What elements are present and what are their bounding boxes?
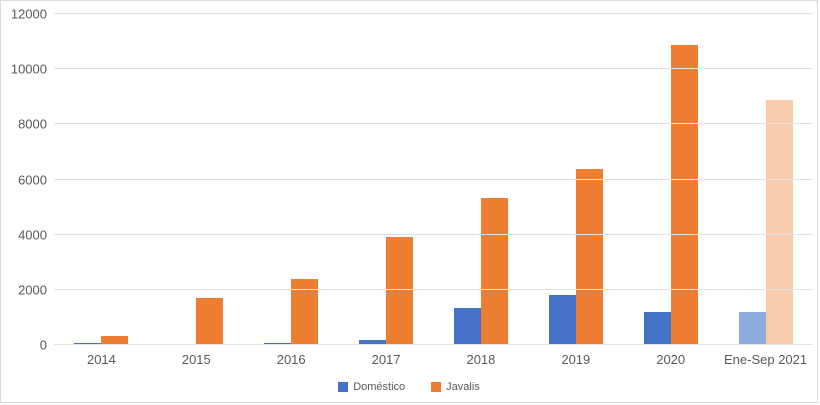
x-axis-label-2017: 2017	[371, 352, 401, 367]
legend-swatch-javalis-icon	[431, 382, 442, 392]
y-tick-label-8000: 8000	[18, 116, 47, 132]
gridline-8000	[54, 123, 813, 125]
gridline-4000	[54, 233, 813, 235]
x-axis-label-2018: 2018	[466, 352, 496, 367]
legend-item-domestico: Doméstico	[338, 381, 405, 393]
bar-group-2019	[528, 14, 623, 345]
bar-doméstico-2020	[643, 312, 671, 345]
y-tick-label-2000: 2000	[18, 282, 47, 298]
bar-javalis-2019	[575, 169, 603, 345]
x-axis: 2014 2015 2016 2017 2018 2019 2020 Ene-Sep 2021	[54, 352, 813, 367]
x-axis-label-2016: 2016	[276, 352, 306, 367]
legend-label-domestico: Doméstico	[353, 381, 406, 393]
x-axis-label-2019: 2019	[561, 352, 591, 367]
legend-item-javalis: Javalis	[431, 381, 480, 393]
legend: Doméstico Javalis	[1, 381, 817, 393]
legend-label-javalis: Javalis	[446, 381, 480, 393]
y-tick-label-6000: 6000	[18, 172, 47, 187]
legend-swatch-domestico-icon	[338, 382, 349, 392]
bar-group-2016	[244, 14, 339, 345]
gridline-0	[54, 344, 813, 345]
bar-javalis-Ene-Sep 2021	[765, 100, 793, 345]
y-tick-label-4000: 4000	[18, 227, 47, 243]
bar-group-2015	[149, 14, 244, 345]
bar-javalis-2015	[196, 298, 224, 345]
x-axis-label-Ene-Sep 2021: Ene-Sep 2021	[724, 352, 808, 367]
bar-doméstico-2017	[359, 340, 387, 345]
gridline-10000	[54, 68, 813, 70]
gridline-12000	[54, 13, 813, 14]
plot-area	[54, 13, 813, 345]
gridline-6000	[54, 178, 813, 180]
x-axis-label-2014: 2014	[86, 352, 116, 367]
bar-doméstico-2019	[548, 295, 576, 345]
bar-doméstico-Ene-Sep 2021	[738, 312, 766, 345]
bar-group-2020	[623, 14, 718, 345]
y-tick-label-12000: 12000	[10, 6, 47, 22]
bar-javalis-2020	[670, 44, 698, 345]
x-axis-label-2020: 2020	[656, 352, 686, 367]
bar-javalis-2017	[386, 236, 414, 345]
gridline-2000	[54, 288, 813, 290]
bar-group-Ene-Sep 2021	[718, 14, 813, 345]
bar-javalis-2018	[480, 197, 508, 345]
bar-javalis-2014	[101, 335, 129, 345]
bar-group-2017	[339, 14, 434, 345]
bar-doméstico-2018	[453, 308, 481, 345]
x-axis-label-2015: 2015	[181, 352, 211, 367]
y-tick-label-10000: 10000	[10, 61, 47, 77]
bar-javalis-2016	[291, 279, 319, 345]
bars-container	[54, 14, 813, 345]
bar-group-2014	[54, 14, 149, 345]
y-tick-label-0: 0	[39, 337, 47, 353]
bar-group-2018	[434, 14, 529, 345]
y-axis: 0 2000 4000 6000 8000 10000 12000	[1, 7, 47, 353]
bar-doméstico-2016	[264, 342, 292, 345]
